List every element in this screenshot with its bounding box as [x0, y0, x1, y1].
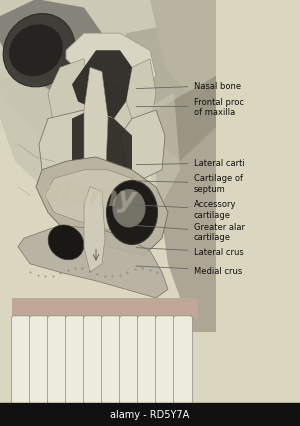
Text: Cartilage of
septum: Cartilage of septum — [136, 174, 242, 193]
Polygon shape — [18, 226, 168, 298]
FancyBboxPatch shape — [101, 316, 121, 404]
Polygon shape — [126, 17, 216, 162]
Polygon shape — [45, 170, 144, 230]
Text: Nasal bone: Nasal bone — [136, 82, 241, 91]
Polygon shape — [0, 77, 72, 187]
FancyBboxPatch shape — [119, 316, 139, 404]
Polygon shape — [0, 0, 102, 94]
Polygon shape — [0, 403, 300, 426]
FancyBboxPatch shape — [83, 316, 103, 404]
Polygon shape — [72, 51, 132, 119]
Polygon shape — [84, 187, 105, 273]
Polygon shape — [126, 60, 156, 136]
Ellipse shape — [3, 14, 75, 88]
Polygon shape — [156, 77, 216, 332]
FancyBboxPatch shape — [173, 316, 193, 404]
Polygon shape — [48, 60, 90, 136]
Text: Accessory
cartilage: Accessory cartilage — [136, 200, 236, 219]
Text: Greater alar
cartilage: Greater alar cartilage — [136, 222, 244, 242]
Ellipse shape — [106, 181, 158, 245]
Polygon shape — [84, 68, 108, 213]
FancyBboxPatch shape — [137, 316, 157, 404]
FancyBboxPatch shape — [47, 316, 67, 404]
Polygon shape — [39, 111, 96, 179]
Polygon shape — [150, 0, 216, 102]
Ellipse shape — [9, 25, 63, 77]
Polygon shape — [72, 111, 132, 192]
Ellipse shape — [48, 225, 84, 260]
Text: Lateral crus: Lateral crus — [136, 248, 243, 257]
Polygon shape — [0, 0, 216, 170]
FancyBboxPatch shape — [155, 316, 175, 404]
Polygon shape — [36, 158, 168, 256]
FancyBboxPatch shape — [11, 316, 31, 404]
Text: alamy - RD5Y7A: alamy - RD5Y7A — [110, 409, 190, 419]
Polygon shape — [120, 111, 165, 179]
Text: Frontal proc
of maxilla: Frontal proc of maxilla — [136, 98, 244, 117]
Text: Lateral carti: Lateral carti — [136, 159, 244, 168]
Text: alamy: alamy — [42, 178, 138, 214]
Ellipse shape — [112, 190, 146, 228]
Polygon shape — [144, 94, 180, 204]
Polygon shape — [12, 298, 198, 320]
FancyBboxPatch shape — [65, 316, 85, 404]
Polygon shape — [66, 34, 156, 94]
FancyBboxPatch shape — [29, 316, 49, 404]
Text: Medial crus: Medial crus — [136, 266, 242, 275]
